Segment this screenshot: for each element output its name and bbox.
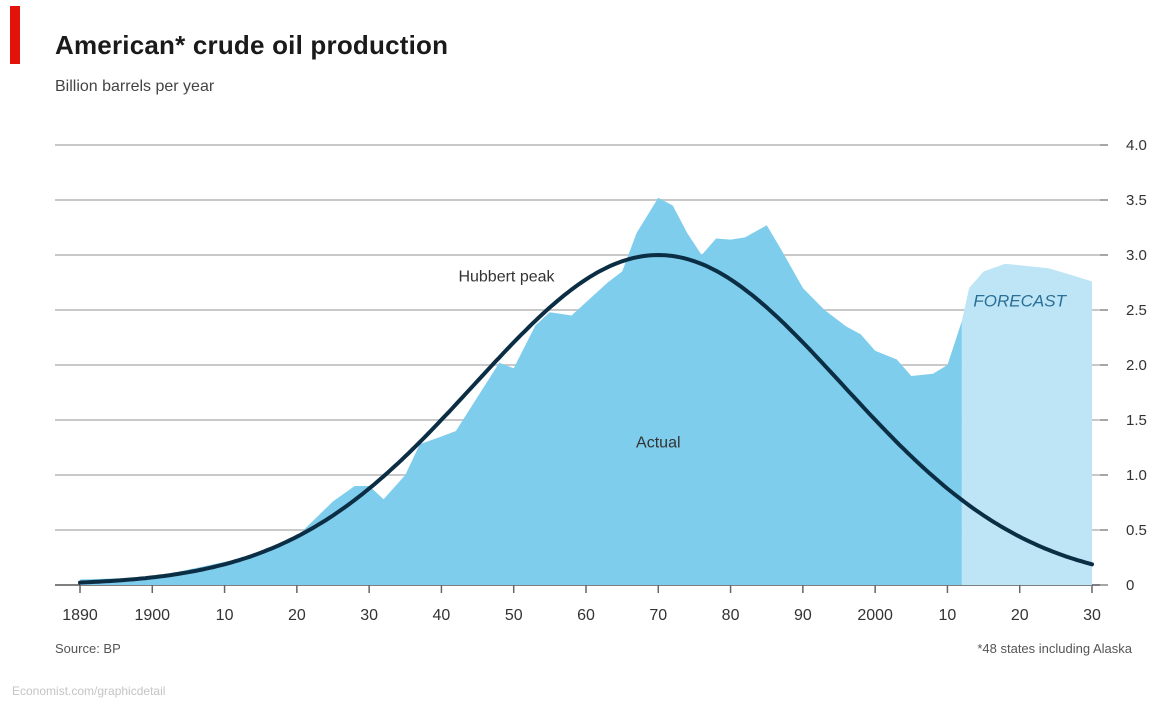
line-layer bbox=[78, 252, 1094, 585]
source-url: Economist.com/graphicdetail bbox=[12, 684, 166, 698]
y-tick-label-7: 3.5 bbox=[1126, 192, 1147, 209]
x-axis-ticks: 1890 1900 10 20 30 40 50 60 70 80 90 2000 10 20 30 bbox=[62, 585, 1101, 624]
x-tick-label-5: 40 bbox=[433, 607, 451, 624]
annotation-forecast: FORECAST bbox=[973, 292, 1067, 311]
area-layer bbox=[80, 197, 1092, 586]
y-axis-ticks: 0 0.5 1.0 1.5 2.0 2.5 3.0 3.5 4.0 bbox=[1100, 137, 1147, 594]
annotations: Hubbert peak Actual FORECAST bbox=[458, 268, 1067, 451]
y-tick-label-1: 0.5 bbox=[1126, 522, 1147, 539]
y-tick-label-5: 2.5 bbox=[1126, 302, 1147, 319]
y-tick-label-0: 0 bbox=[1126, 577, 1134, 594]
x-tick-label-0: 1890 bbox=[62, 607, 98, 624]
area-series-actual bbox=[80, 197, 962, 586]
x-tick-label-12: 10 bbox=[939, 607, 957, 624]
x-tick-label-9: 80 bbox=[722, 607, 740, 624]
source-note: Source: BP bbox=[55, 641, 121, 656]
x-tick-label-4: 30 bbox=[360, 607, 378, 624]
x-tick-label-7: 60 bbox=[577, 607, 595, 624]
annotation-actual: Actual bbox=[636, 435, 680, 452]
chart-subtitle: Billion barrels per year bbox=[55, 78, 215, 95]
footnote: *48 states including Alaska bbox=[977, 641, 1132, 656]
x-tick-label-3: 20 bbox=[288, 607, 306, 624]
x-tick-label-6: 50 bbox=[505, 607, 523, 624]
hubbert-curve-line bbox=[78, 252, 1094, 585]
y-tick-label-4: 2.0 bbox=[1126, 357, 1147, 374]
x-tick-label-11: 2000 bbox=[857, 607, 893, 624]
x-tick-label-8: 70 bbox=[649, 607, 667, 624]
x-tick-label-2: 10 bbox=[216, 607, 234, 624]
annotation-hubbert-peak: Hubbert peak bbox=[458, 268, 555, 285]
x-tick-label-14: 30 bbox=[1083, 607, 1101, 624]
y-tick-label-6: 3.0 bbox=[1126, 247, 1147, 264]
y-tick-label-8: 4.0 bbox=[1126, 137, 1147, 154]
y-tick-label-2: 1.0 bbox=[1126, 467, 1147, 484]
brand-red-tag bbox=[10, 6, 20, 64]
x-tick-label-13: 20 bbox=[1011, 607, 1029, 624]
x-tick-label-1: 1900 bbox=[134, 607, 170, 624]
y-tick-label-3: 1.5 bbox=[1126, 412, 1147, 429]
x-tick-label-10: 90 bbox=[794, 607, 812, 624]
chart-title: American* crude oil production bbox=[55, 30, 449, 60]
area-series-forecast bbox=[961, 263, 1092, 585]
